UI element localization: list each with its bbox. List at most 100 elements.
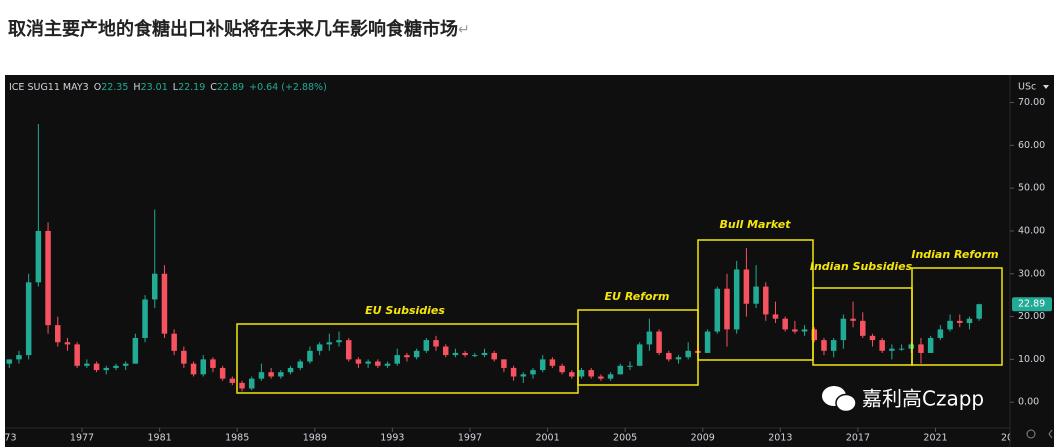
- time-axis: 1973 1977 1981 1985 1989 1993 1997 2001 2005 2009…: [5, 428, 1025, 444]
- candle-body: [103, 367, 110, 371]
- candle-body: [74, 344, 80, 366]
- annotation-label: EU Reform: [605, 290, 670, 303]
- annotation-label: EU Subsidies: [365, 304, 445, 317]
- y-tick-label: 0.00: [1018, 397, 1039, 408]
- candle-body: [355, 359, 362, 364]
- candle-body: [394, 355, 400, 364]
- change: +0.64 (+2.88%): [249, 82, 327, 93]
- currency[interactable]: USc: [1018, 82, 1036, 93]
- candle-body: [636, 344, 643, 366]
- candle-body: [55, 325, 61, 343]
- candle-body: [811, 329, 818, 341]
- candle-body: [132, 337, 139, 364]
- candle-body: [45, 230, 51, 326]
- ohlc-value: 22.35: [101, 82, 128, 93]
- candle-body: [753, 286, 759, 304]
- candle-body: [142, 299, 148, 338]
- candle-body: [258, 372, 265, 379]
- candle-body: [25, 282, 32, 356]
- candle-body: [239, 382, 245, 389]
- candle-body: [598, 376, 604, 379]
- x-tick-label: 2017: [846, 433, 870, 444]
- y-tick-label: 20.00: [1018, 311, 1045, 322]
- candle-body: [113, 365, 119, 368]
- candle-body: [336, 340, 342, 343]
- candle-body: [84, 363, 90, 366]
- candle-body: [229, 378, 236, 383]
- candle-body: [501, 359, 507, 368]
- ohlc-value: 23.01: [141, 82, 168, 93]
- ohlc-label: H: [133, 82, 140, 93]
- candle-body: [830, 340, 837, 351]
- candle-body: [801, 329, 808, 332]
- candle-body: [617, 365, 624, 375]
- candle-body: [966, 318, 973, 323]
- title-mark: ↵: [458, 22, 470, 38]
- candle-body: [181, 350, 187, 364]
- y-tick-label: 70.00: [1018, 97, 1045, 108]
- candle-body: [850, 318, 856, 321]
- currency-dropdown[interactable]: [1043, 85, 1049, 89]
- candle-body: [462, 352, 468, 356]
- x-tick-label: 1989: [303, 433, 327, 444]
- x-tick-label: 2005: [613, 433, 637, 444]
- annotation-label: Bull Market: [719, 218, 791, 231]
- candle-body: [569, 372, 575, 377]
- x-tick-label: 2025: [1001, 433, 1025, 444]
- candle-body: [821, 340, 827, 351]
- annotation-box: [911, 267, 1003, 366]
- candle-body: [210, 359, 216, 368]
- candle-body: [423, 340, 430, 351]
- y-tick-label: 60.00: [1018, 140, 1045, 151]
- candle-body: [782, 318, 788, 330]
- chart-background: [5, 75, 1054, 447]
- candle-body: [316, 344, 323, 351]
- x-tick-label: 1985: [225, 433, 249, 444]
- candle-body: [161, 273, 168, 334]
- settings-icon[interactable]: [1026, 429, 1036, 439]
- candle-body: [743, 269, 750, 304]
- chart-title: 取消主要产地的食糖出口补贴将在未来几年影响食糖市场↵: [8, 18, 470, 40]
- candle-body: [869, 335, 876, 341]
- candle-body: [675, 357, 682, 360]
- candle-body: [481, 352, 488, 356]
- y-tick-label: 30.00: [1018, 268, 1045, 279]
- candle-body: [345, 340, 352, 360]
- candle-body: [491, 352, 497, 360]
- title-text: 取消主要产地的食糖出口补贴将在未来几年影响食糖市场: [8, 18, 458, 40]
- candle-body: [927, 337, 934, 353]
- candle-body: [588, 370, 594, 377]
- candle-body: [93, 363, 100, 371]
- candle-body: [452, 352, 459, 356]
- ohlc-value: 22.89: [217, 82, 244, 93]
- candle-body: [646, 331, 653, 345]
- candle-body: [957, 320, 963, 323]
- candle-body: [860, 320, 866, 336]
- candle-body: [190, 363, 197, 375]
- candle-body: [530, 370, 536, 375]
- candle-body: [326, 342, 333, 345]
- wechat-bubble: [835, 393, 857, 413]
- candle-body: [772, 314, 779, 319]
- candle-body: [307, 350, 313, 362]
- candle-body: [724, 288, 730, 330]
- ohlc-value: 22.19: [178, 82, 205, 93]
- y-tick-label: 40.00: [1018, 225, 1045, 236]
- last-price-box: [1012, 297, 1052, 312]
- plot-area: [6, 123, 1003, 394]
- candle-body: [152, 273, 158, 300]
- ohlc-label: O: [94, 82, 101, 93]
- ohlc: O22.35 H23.01 L22.19 C22.89: [94, 82, 244, 93]
- candle-body: [35, 230, 42, 283]
- candle-body: [976, 304, 982, 319]
- candle-body: [365, 361, 371, 364]
- x-tick-label: 2009: [691, 433, 715, 444]
- last-price-label: 22.89: [1018, 299, 1045, 310]
- watermark-text: 嘉利高Czapp: [862, 387, 984, 411]
- candle-body: [937, 329, 944, 338]
- candle-body: [520, 374, 527, 377]
- collapse-icon[interactable]: [1048, 429, 1053, 439]
- x-tick-label: 1993: [380, 433, 404, 444]
- candle-body: [918, 344, 924, 353]
- candle-body: [413, 350, 420, 358]
